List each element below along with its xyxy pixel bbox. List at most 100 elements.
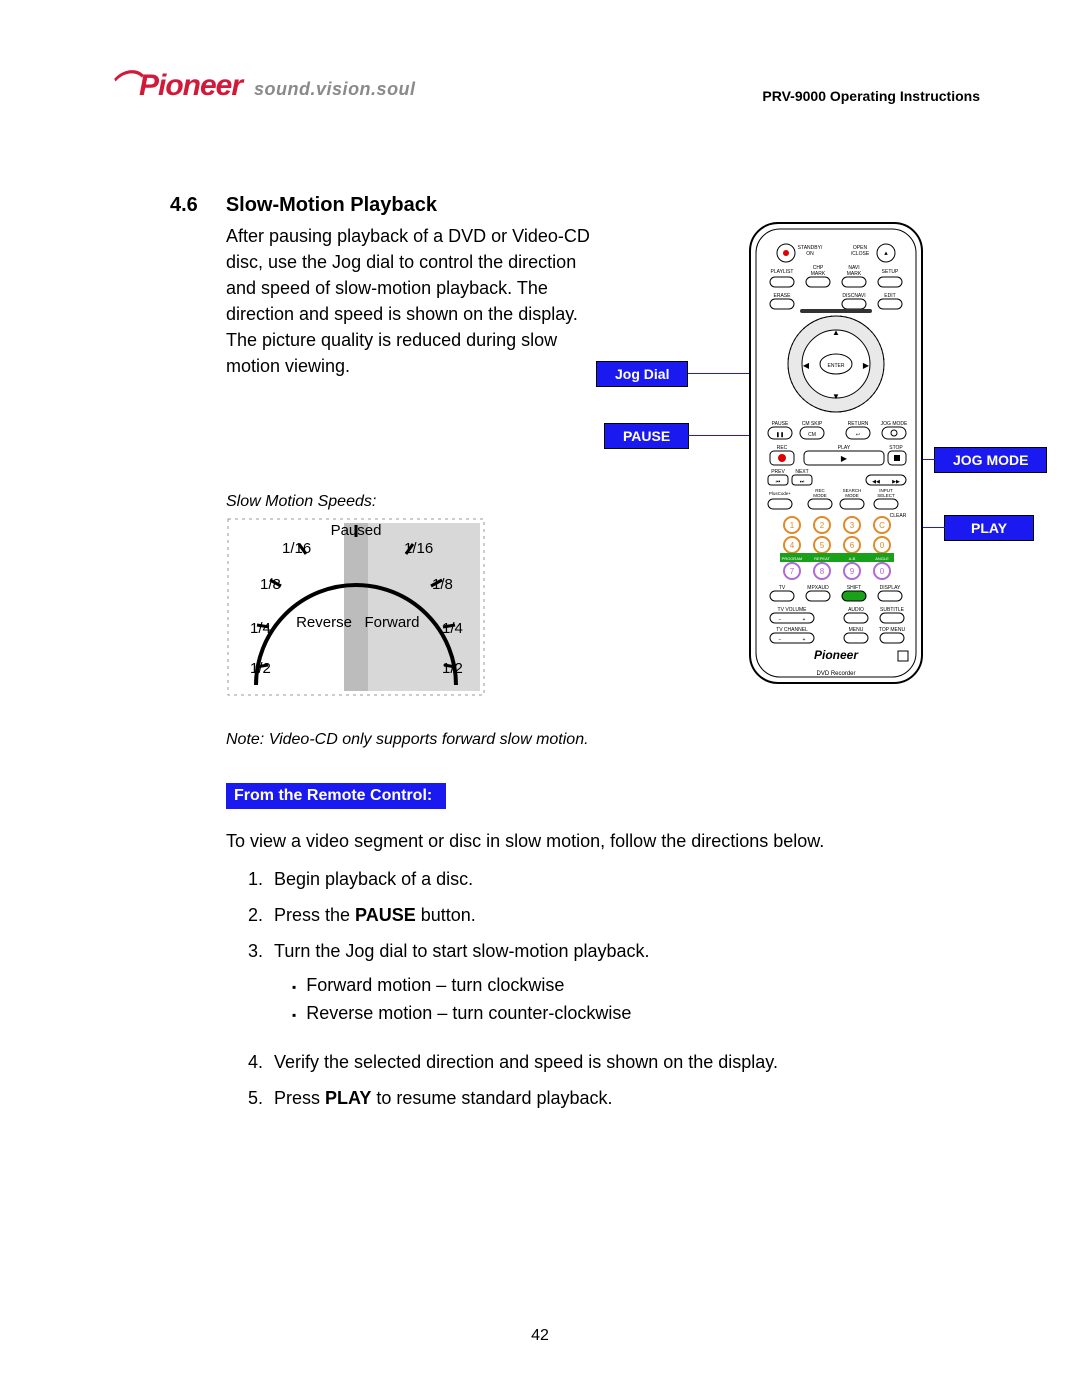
- doc-id: PRV-9000 Operating Instructions: [762, 88, 980, 104]
- svg-text:3: 3: [850, 521, 855, 530]
- svg-text:▴: ▴: [884, 250, 888, 257]
- svg-text:Forward: Forward: [364, 614, 419, 631]
- svg-text:TV CHANNEL: TV CHANNEL: [776, 627, 808, 633]
- callout-play: PLAY: [944, 515, 1034, 541]
- step-3b: Reverse motion – turn counter-clockwise: [292, 1000, 980, 1028]
- step-5: Press PLAY to resume standard playback.: [268, 1085, 980, 1113]
- body-right: Jog Dial PAUSE JOG MODE PLAY: [606, 223, 980, 703]
- callout-jog-mode: JOG MODE: [934, 447, 1047, 473]
- svg-text:↩: ↩: [856, 432, 860, 438]
- svg-text:1/8: 1/8: [260, 576, 281, 593]
- svg-text:PROGRAM: PROGRAM: [782, 556, 803, 561]
- svg-text:1/16: 1/16: [404, 540, 433, 557]
- svg-text:2: 2: [820, 521, 825, 530]
- svg-text:0: 0: [880, 567, 885, 576]
- body-left: After pausing playback of a DVD or Video…: [170, 223, 590, 703]
- svg-text:5: 5: [820, 541, 825, 550]
- svg-text:7: 7: [790, 567, 795, 576]
- svg-text:+: +: [803, 637, 806, 643]
- svg-text:SETUP: SETUP: [882, 269, 899, 275]
- svg-text:PLAY: PLAY: [838, 445, 851, 451]
- step-4: Verify the selected direction and speed …: [268, 1049, 980, 1077]
- svg-text:PAUSE: PAUSE: [772, 421, 789, 427]
- svg-text:▶▶: ▶▶: [892, 479, 900, 485]
- svg-text:CLEAR: CLEAR: [890, 513, 907, 519]
- note-vcd: Note: Video-CD only supports forward slo…: [226, 731, 980, 749]
- svg-text:MENU: MENU: [849, 627, 864, 633]
- section-title: Slow-Motion Playback: [226, 194, 437, 217]
- svg-text:9: 9: [850, 567, 855, 576]
- svg-text:◀: ◀: [803, 361, 810, 370]
- svg-text:NEXT: NEXT: [795, 469, 808, 475]
- section-number: 4.6: [170, 194, 198, 217]
- step-3a: Forward motion – turn clockwise: [292, 972, 980, 1000]
- svg-text:CM SKIP: CM SKIP: [802, 421, 823, 427]
- svg-text:JOG MODE: JOG MODE: [881, 421, 908, 427]
- brand-logo: ⌒Pioneer: [110, 60, 242, 104]
- svg-text:◀◀: ◀◀: [872, 479, 880, 485]
- svg-text:C: C: [879, 521, 885, 530]
- speeds-diagram: Paused Reverse Forward 1/16 1/8 1/4 1/2 …: [226, 517, 486, 697]
- svg-text:1/16: 1/16: [282, 540, 311, 557]
- svg-text:EDIT: EDIT: [884, 293, 895, 299]
- svg-text:−: −: [779, 637, 782, 643]
- step-2: Press the PAUSE button.: [268, 902, 980, 930]
- svg-text:8: 8: [820, 567, 825, 576]
- svg-text:MPXAUD: MPXAUD: [807, 585, 829, 591]
- callout-pause: PAUSE: [604, 423, 689, 449]
- svg-text:Paused: Paused: [331, 522, 382, 539]
- instructions-lead: To view a video segment or disc in slow …: [226, 831, 980, 852]
- svg-text:TV: TV: [779, 585, 786, 591]
- svg-text:1: 1: [790, 521, 795, 530]
- page-header: ⌒Pioneer sound.vision.soul PRV-9000 Oper…: [110, 60, 980, 104]
- svg-text:4: 4: [790, 541, 795, 550]
- svg-text:1/2: 1/2: [250, 660, 271, 677]
- svg-text:PREV: PREV: [771, 469, 785, 475]
- brand-block: ⌒Pioneer sound.vision.soul: [110, 60, 416, 104]
- svg-text:Pioneer: Pioneer: [814, 648, 859, 662]
- speeds-title: Slow Motion Speeds:: [226, 490, 590, 513]
- svg-text:MODE: MODE: [845, 493, 859, 498]
- brand-tagline: sound.vision.soul: [254, 79, 416, 100]
- steps-list: Begin playback of a disc. Press the PAUS…: [240, 866, 980, 1113]
- svg-text:/CLOSE: /CLOSE: [851, 251, 870, 257]
- svg-text:⏮: ⏮: [776, 479, 781, 485]
- subhead-remote: From the Remote Control:: [226, 783, 446, 809]
- svg-text:ANGLE: ANGLE: [875, 556, 889, 561]
- svg-text:MARK: MARK: [811, 271, 826, 277]
- svg-text:DVD Recorder: DVD Recorder: [816, 671, 855, 677]
- svg-text:▶: ▶: [841, 454, 848, 463]
- page-number: 42: [0, 1327, 1080, 1345]
- svg-text:▲: ▲: [832, 328, 840, 337]
- svg-text:+: +: [803, 617, 806, 623]
- svg-text:1/2: 1/2: [442, 660, 463, 677]
- svg-text:PlusCode+: PlusCode+: [769, 491, 792, 496]
- svg-text:MODE: MODE: [813, 493, 827, 498]
- intro-paragraph: After pausing playback of a DVD or Video…: [226, 223, 590, 380]
- svg-text:Reverse: Reverse: [296, 614, 352, 631]
- svg-text:CM: CM: [808, 432, 816, 438]
- svg-text:STOP: STOP: [889, 445, 903, 451]
- svg-text:▼: ▼: [832, 392, 840, 401]
- svg-text:1/4: 1/4: [250, 620, 271, 637]
- svg-text:SHIFT: SHIFT: [847, 585, 861, 591]
- svg-text:REPEAT: REPEAT: [814, 556, 830, 561]
- svg-text:−: −: [779, 617, 782, 623]
- svg-text:AUDIO: AUDIO: [848, 607, 864, 613]
- svg-text:❚❚: ❚❚: [776, 432, 784, 438]
- svg-text:▶: ▶: [863, 361, 870, 370]
- callout-jog-dial: Jog Dial: [596, 361, 688, 387]
- svg-text:ON: ON: [806, 251, 814, 257]
- svg-text:1/4: 1/4: [442, 620, 463, 637]
- svg-text:SUBTITLE: SUBTITLE: [880, 607, 905, 613]
- step-3: Turn the Jog dial to start slow-motion p…: [268, 938, 980, 1028]
- svg-text:6: 6: [850, 541, 855, 550]
- svg-text:ENTER: ENTER: [828, 363, 845, 369]
- svg-text:A-B: A-B: [849, 556, 856, 561]
- remote-control-illustration: STANDBY/ON OPEN/CLOSE ▴ PLAYLIST CHPMARK…: [746, 219, 926, 687]
- section-heading: 4.6 Slow-Motion Playback: [170, 194, 980, 217]
- svg-text:TOP MENU: TOP MENU: [879, 627, 906, 633]
- svg-text:DISCNAVI: DISCNAVI: [842, 293, 865, 299]
- step-1: Begin playback of a disc.: [268, 866, 980, 894]
- svg-text:1/8: 1/8: [432, 576, 453, 593]
